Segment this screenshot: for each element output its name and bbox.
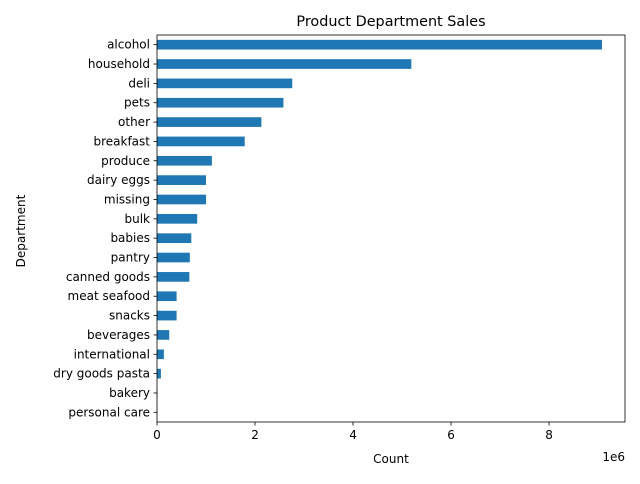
x-axis-label: Count — [373, 452, 409, 466]
bar-produce — [157, 156, 212, 166]
y-tick-label: missing — [104, 192, 150, 206]
bar-missing — [157, 195, 206, 205]
y-tick-label: bakery — [109, 386, 150, 400]
bar-pantry — [157, 253, 190, 263]
bar-deli — [157, 79, 292, 89]
bar-meat-seafood — [157, 291, 177, 301]
bar-dairy-eggs — [157, 175, 206, 185]
bar-dry-goods-pasta — [157, 369, 161, 379]
y-tick-label: pantry — [111, 251, 150, 265]
bar-household — [157, 59, 411, 69]
y-axis-label: Department — [14, 194, 28, 267]
y-tick-label: deli — [128, 76, 150, 90]
y-tick-label: dairy eggs — [87, 173, 150, 187]
x-tick-label: 6 — [447, 428, 455, 442]
y-tick-label: babies — [110, 231, 150, 245]
bar-other — [157, 117, 261, 127]
chart-title: Product Department Sales — [296, 14, 485, 30]
y-tick-label: alcohol — [107, 38, 150, 52]
y-tick-label: snacks — [109, 309, 150, 323]
y-tick-label: other — [118, 115, 150, 129]
y-tick-label: meat seafood — [68, 289, 150, 303]
bar-alcohol — [157, 40, 602, 50]
y-tick-label: pets — [124, 96, 150, 110]
y-tick-label: canned goods — [66, 270, 150, 284]
x-tick-label: 8 — [545, 428, 553, 442]
y-tick-label: international — [74, 347, 150, 361]
x-tick-label: 2 — [251, 428, 259, 442]
bar-pets — [157, 98, 283, 108]
bar-bulk — [157, 214, 197, 224]
bar-canned-goods — [157, 272, 189, 282]
x-tick-label: 4 — [349, 428, 357, 442]
y-tick-label: beverages — [87, 328, 150, 342]
y-tick-label: personal care — [68, 405, 150, 419]
y-tick-label: dry goods pasta — [53, 367, 150, 381]
bar-snacks — [157, 311, 177, 321]
x-tick-label: 0 — [153, 428, 161, 442]
y-tick-label: bulk — [124, 212, 150, 226]
x-axis-scale-label: 1e6 — [602, 450, 625, 464]
bar-breakfast — [157, 137, 245, 147]
y-tick-label: breakfast — [93, 134, 150, 148]
bar-beverages — [157, 330, 169, 340]
bar-international — [157, 349, 164, 359]
bar-babies — [157, 233, 191, 243]
y-tick-label: produce — [101, 154, 150, 168]
y-tick-label: household — [88, 57, 150, 71]
